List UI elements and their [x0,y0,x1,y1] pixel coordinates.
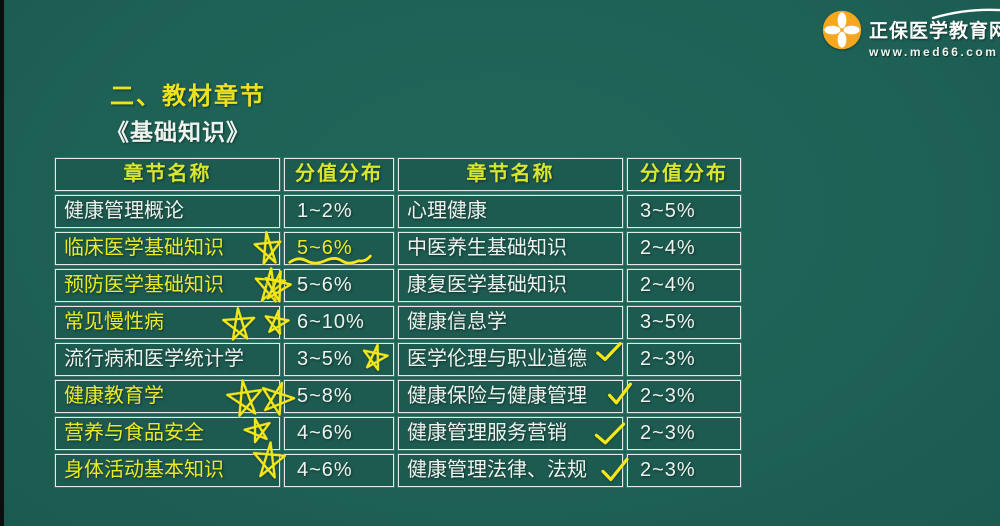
score-value-cell: 5~8% [284,380,394,413]
chapter-name-cell: 健康教育学 [55,380,280,413]
brand-url: www.med66.com [869,45,999,59]
chapter-name-cell: 心理健康 [398,195,623,228]
score-value-cell: 3~5% [284,343,394,376]
header-cell: 分值分布 [284,158,394,191]
book-subtitle: 《基础知识》 [106,119,250,145]
chapter-name-cell: 预防医学基础知识 [55,269,280,302]
chapter-name-cell: 中医养生基础知识 [398,232,623,265]
brand-text-block: 正保医学教育网 www.med66.com [869,4,1000,59]
score-value-cell: 2~3% [627,343,741,376]
chapter-name-cell: 医学伦理与职业道德 [398,343,623,376]
score-value-cell: 4~6% [284,454,394,487]
chapter-name-cell: 营养与食品安全 [55,417,280,450]
chapter-name-cell: 健康管理法律、法规 [398,454,623,487]
header-cell: 分值分布 [627,158,741,191]
brand-logo: 正保医学教育网 www.med66.com [822,4,1000,59]
chapter-name-cell: 身体活动基本知识 [55,454,280,487]
section-title: 二、教材章节 [110,83,266,110]
score-value-cell: 3~5% [627,195,741,228]
chapter-name-cell: 流行病和医学统计学 [55,343,280,376]
score-value-cell: 3~5% [627,306,741,339]
header-cell: 章节名称 [398,158,623,191]
left-edge-strip [0,0,4,526]
score-value-cell: 2~3% [627,454,741,487]
score-value-cell: 2~3% [627,417,741,450]
score-value-cell: 5~6% [284,269,394,302]
score-value-cell: 1~2% [284,195,394,228]
header-cell: 章节名称 [55,158,280,191]
logo-swoosh-arc [931,8,1000,20]
score-value-cell: 2~4% [627,232,741,265]
score-value-cell: 6~10% [284,306,394,339]
score-value-cell: 5~6% [284,232,394,265]
chapter-name-cell: 健康信息学 [398,306,623,339]
score-value-cell: 4~6% [284,417,394,450]
medical-cross-icon [822,10,862,50]
chapter-name-cell: 健康管理概论 [55,195,280,228]
chapter-name-cell: 健康管理服务营销 [398,417,623,450]
chapter-name-cell: 常见慢性病 [55,306,280,339]
score-value-cell: 2~3% [627,380,741,413]
chapter-name-cell: 康复医学基础知识 [398,269,623,302]
chapter-name-cell: 健康保险与健康管理 [398,380,623,413]
score-value-cell: 2~4% [627,269,741,302]
chapter-name-cell: 临床医学基础知识 [55,232,280,265]
chapter-score-table: 章节名称 分值分布 章节名称 分值分布 健康管理概论 1~2% 心理健康 3~5% 临床医学基础… [55,158,741,487]
brand-name: 正保医学教育网 [869,21,1000,42]
